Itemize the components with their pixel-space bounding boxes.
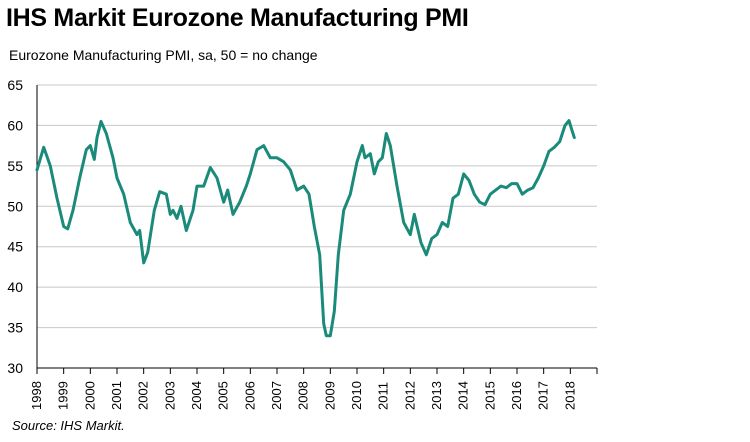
y-tick-label: 55 — [7, 158, 23, 174]
y-tick-label: 35 — [7, 320, 23, 336]
y-tick-label: 65 — [7, 77, 23, 93]
x-tick-label: 2016 — [509, 381, 524, 410]
y-axis-ticks: 30 35 40 45 50 55 60 65 — [7, 77, 23, 376]
x-tick-label: 2014 — [456, 381, 471, 410]
source-note: Source: IHS Markit. — [12, 418, 125, 433]
chart-subtitle: Eurozone Manufacturing PMI, sa, 50 = no … — [9, 47, 318, 63]
x-tick-label: 2011 — [376, 382, 391, 410]
x-tick-label: 2001 — [109, 381, 124, 410]
series-line-pmi — [35, 119, 576, 338]
x-tick-label: 2010 — [349, 381, 364, 410]
y-tick-label: 30 — [7, 360, 23, 376]
x-tick-label: 2008 — [296, 381, 311, 410]
y-tick-label: 50 — [7, 198, 23, 214]
x-tick-label: 2017 — [536, 381, 551, 410]
y-tick-label: 45 — [7, 239, 23, 255]
x-tick-label: 1998 — [29, 381, 44, 410]
axes — [36, 85, 597, 369]
x-tick-label: 2004 — [189, 381, 204, 410]
x-tick-label: 2003 — [162, 381, 177, 410]
series-group — [35, 119, 576, 338]
x-tick-label: 2015 — [482, 381, 497, 410]
x-axis-ticks: 1998 1999 2000 2001 2002 2003 2004 2005 2006 2007… — [29, 368, 598, 410]
y-tick-label: 60 — [7, 117, 23, 133]
chart-title: IHS Markit Eurozone Manufacturing PMI — [6, 4, 469, 32]
x-tick-label: 1999 — [56, 381, 71, 410]
y-tick-label: 40 — [7, 279, 23, 295]
x-tick-label: 2009 — [322, 381, 337, 410]
x-tick-label: 2007 — [269, 381, 284, 410]
x-tick-label: 2000 — [82, 381, 97, 410]
x-tick-label: 2013 — [429, 381, 444, 410]
x-tick-label: 2005 — [216, 381, 231, 410]
grid-lines — [37, 84, 597, 329]
x-tick-label: 2002 — [136, 381, 151, 410]
x-tick-label: 2012 — [402, 381, 417, 410]
x-tick-label: 2018 — [562, 381, 577, 410]
x-tick-label: 2006 — [242, 381, 257, 410]
